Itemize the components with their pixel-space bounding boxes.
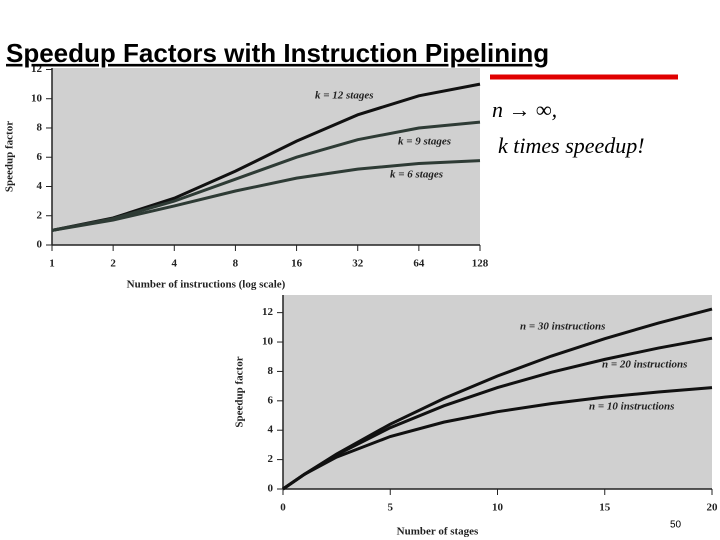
page-number: 50	[670, 520, 682, 531]
y-tick-label: 2	[268, 453, 274, 465]
x-tick-label: 16	[291, 258, 303, 270]
slide-title: Speedup Factors with Instruction Pipelin…	[6, 38, 549, 68]
x-tick-label: 4	[172, 258, 178, 270]
x-tick-label: 8	[233, 258, 239, 270]
y-tick-label: 0	[268, 483, 274, 495]
y-tick-label: 6	[37, 151, 43, 163]
series-label: n = 10 instructions	[589, 401, 674, 413]
y-tick-label: 4	[268, 424, 274, 436]
note: k times speedup!	[498, 133, 645, 158]
formula: n → ∞,	[492, 97, 557, 122]
x-axis-title: Number of instructions (log scale)	[127, 279, 286, 291]
series-label: n = 20 instructions	[602, 359, 687, 371]
series-label: k = 9 stages	[398, 136, 451, 148]
y-tick-label: 2	[37, 209, 43, 221]
x-tick-label: 15	[599, 502, 611, 514]
series-line	[282, 386, 713, 491]
x-tick-label: 5	[388, 502, 394, 514]
series-line	[51, 159, 481, 232]
x-tick-label: 64	[413, 258, 425, 270]
x-tick-label: 1	[49, 258, 55, 270]
y-tick-label: 8	[268, 365, 274, 377]
series-line	[51, 120, 481, 232]
y-tick-label: 6	[268, 394, 274, 406]
y-tick-label: 8	[37, 122, 43, 134]
x-tick-label: 0	[280, 502, 286, 514]
y-axis-title: Speedup factor	[4, 121, 16, 192]
series-label: k = 12 stages	[315, 90, 374, 102]
y-tick-label: 12	[31, 63, 43, 75]
x-tick-label: 10	[492, 502, 504, 514]
x-axis-title: Number of stages	[397, 526, 479, 538]
y-tick-label: 4	[37, 180, 43, 192]
y-tick-label: 0	[37, 239, 43, 251]
x-tick-label: 128	[472, 258, 489, 270]
x-tick-label: 2	[110, 258, 116, 270]
series-label: n = 30 instructions	[520, 321, 605, 333]
y-tick-label: 12	[262, 306, 274, 318]
x-tick-label: 20	[707, 502, 719, 514]
y-axis-title: Speedup factor	[234, 356, 246, 427]
y-tick-label: 10	[31, 92, 43, 104]
x-tick-label: 32	[352, 258, 364, 270]
y-tick-label: 10	[262, 336, 274, 348]
series-label: k = 6 stages	[390, 169, 443, 181]
